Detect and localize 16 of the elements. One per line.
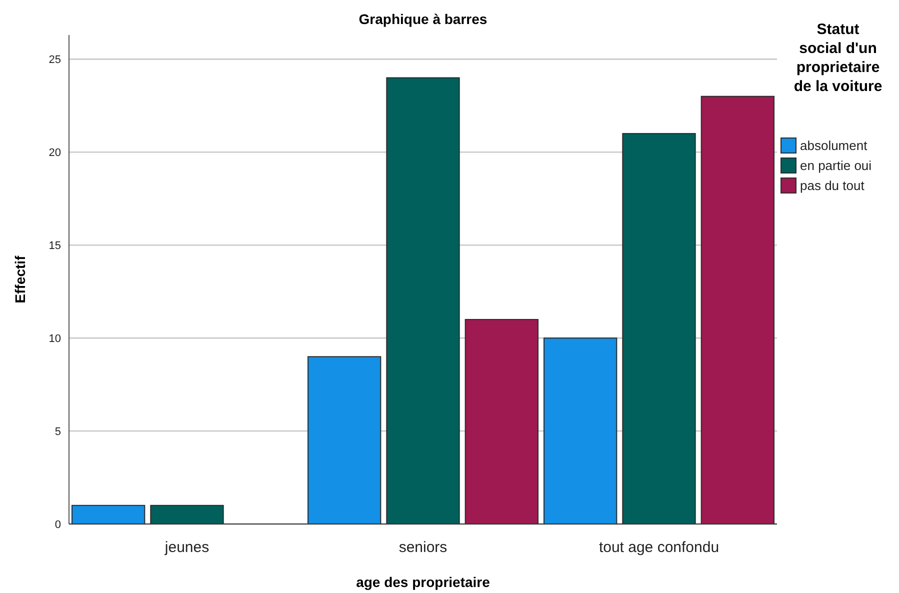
y-tick-label: 0	[54, 518, 61, 531]
y-tick-label: 15	[48, 240, 61, 252]
legend-label: en partie oui	[800, 158, 872, 173]
chart-title: Graphique à barres	[358, 11, 488, 27]
y-tick-label: 5	[54, 426, 61, 438]
legend-label: absolument	[800, 138, 868, 153]
y-axis-title: Effectif	[12, 255, 28, 304]
y-tick-label: 25	[48, 54, 61, 66]
y-tick-label: 10	[48, 332, 61, 345]
x-tick-label: seniors	[398, 539, 448, 556]
legend-title: Statut social d'un proprietaire de la voiture	[794, 21, 882, 95]
x-tick-label: tout age confondu	[598, 539, 720, 556]
y-tick-label: 20	[48, 146, 61, 159]
legend-label: pas du tout	[800, 178, 865, 193]
x-axis-title: age des proprietaire	[356, 574, 490, 590]
x-tick-label: jeunes	[164, 539, 210, 556]
